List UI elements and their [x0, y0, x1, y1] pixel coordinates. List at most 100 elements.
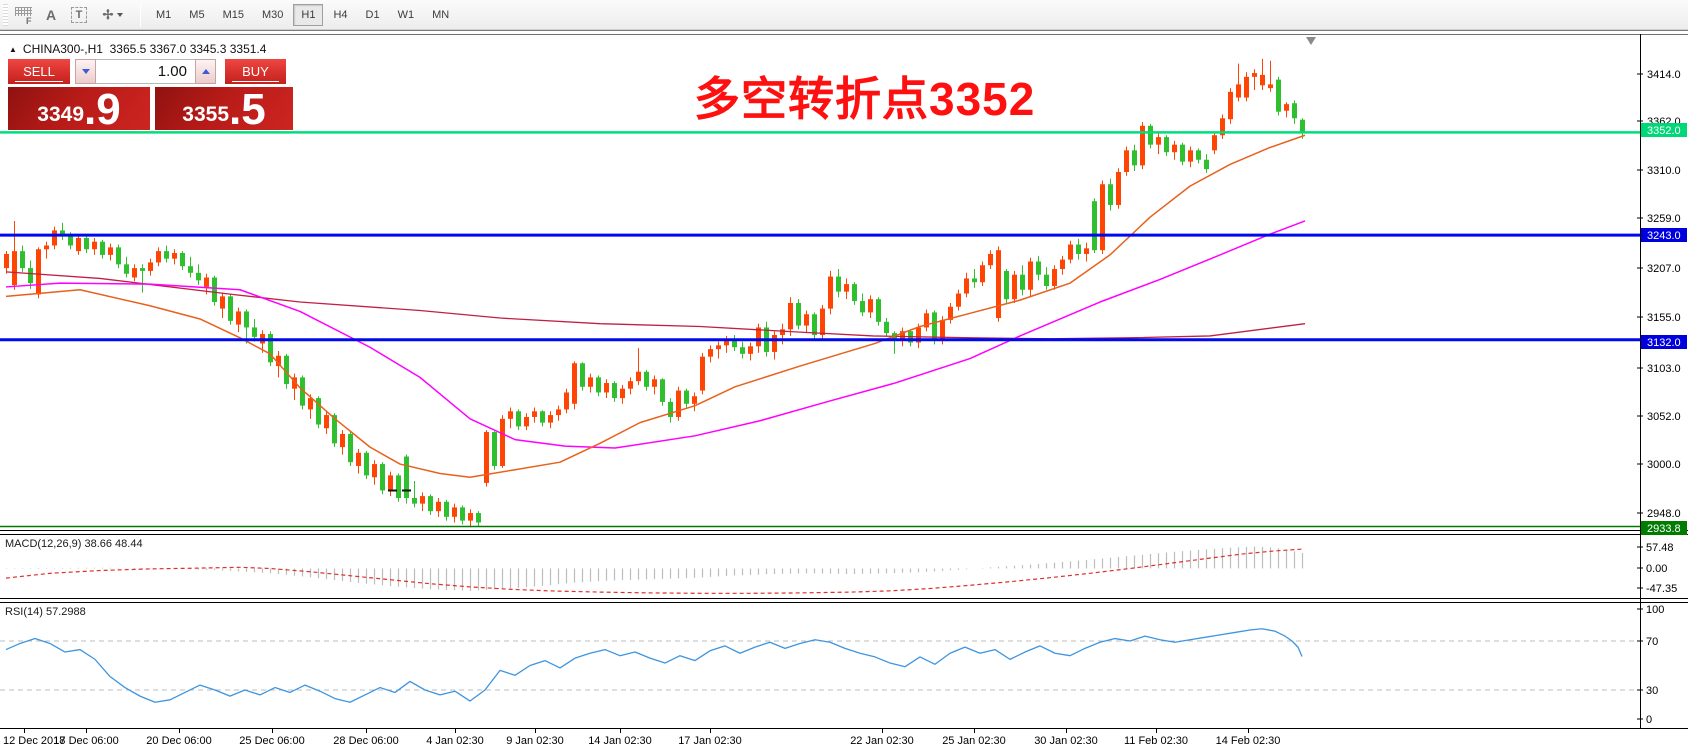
buy-price-display[interactable]: 3355 .5 [155, 87, 293, 131]
candle-body [220, 296, 225, 309]
draw-objects-button[interactable]: ✢ [94, 3, 132, 27]
volume-decrease-button[interactable] [75, 59, 96, 84]
ma-fast-line [5, 134, 1306, 479]
sell-price-decimal: .9 [84, 84, 121, 134]
candle-body [380, 464, 385, 491]
chevron-down-icon [117, 12, 124, 17]
candle-body [1068, 244, 1073, 260]
candle-body [692, 396, 697, 404]
candle-body [540, 411, 545, 423]
time-axis-label: 14 Feb 02:30 [1216, 735, 1281, 747]
candle-body [276, 355, 281, 367]
triangle-down-icon [81, 69, 90, 74]
candle-body [996, 250, 1001, 319]
tab-timeframe-H4[interactable]: H4 [333, 8, 348, 21]
candle-body [964, 278, 969, 294]
candle-body [956, 293, 961, 307]
tab-timeframe-M30[interactable]: M30 [261, 8, 284, 21]
tab-timeframe-M15[interactable]: M15 [222, 8, 244, 21]
tab-timeframe-D1[interactable]: D1 [365, 8, 380, 21]
timeframe-group: M1 M5 M15 M30 H1 H4 D1 W1 MN [147, 3, 458, 26]
candle-body [1188, 150, 1193, 162]
price-axis-label: 3103.0 [1647, 363, 1681, 375]
candle-body [1300, 119, 1305, 133]
candle-body [172, 253, 177, 259]
candle-body [484, 432, 489, 483]
volume-input[interactable] [96, 59, 195, 84]
candle-body [100, 241, 105, 255]
candle-body [628, 381, 633, 389]
candle-body [196, 272, 201, 281]
candle-body [708, 349, 713, 357]
candle-body [420, 496, 425, 504]
candle-body [660, 379, 665, 402]
tab-timeframe-W1[interactable]: W1 [397, 8, 415, 21]
candle-body [1276, 79, 1281, 112]
candle-body [1132, 150, 1137, 166]
rsi-axis-label: 70 [1646, 636, 1658, 648]
candle-body [404, 456, 409, 498]
candle-body [500, 418, 505, 466]
time-axis-label: 12 Dec 2018 [3, 735, 65, 747]
chart-annotation-text: 多空转折点3352 [694, 73, 1036, 125]
candle-body [460, 507, 465, 521]
triangle-up-icon [201, 69, 210, 74]
sell-price-display[interactable]: 3349 .9 [8, 84, 150, 134]
candle-body [148, 262, 153, 271]
ma-slow-line [5, 271, 1306, 340]
candle-body [340, 433, 345, 448]
candle-body [844, 284, 849, 292]
toolbar-grip[interactable] [3, 3, 8, 26]
candle-body [852, 284, 857, 302]
volume-increase-button[interactable] [195, 59, 216, 84]
chart-window[interactable]: 3414.0 3362.0 3310.0 3259.0 3207.0 3155.0 3103… [0, 30, 1688, 753]
candle-body [1244, 76, 1249, 98]
chart-canvas[interactable]: 3414.03362.03310.03259.03207.03155.03103… [0, 31, 1688, 753]
collapse-icon[interactable]: ▲ [9, 44, 17, 54]
candle-body [188, 266, 193, 273]
time-axis-label: 17 Dec 06:00 [53, 735, 118, 747]
candle-body [916, 327, 921, 343]
symbol-quote-text: CHINA300-,H1 3365.5 3367.0 3345.3 3351.4 [22, 42, 267, 56]
candle-body [1020, 274, 1025, 290]
price-badge-label: 3352.0 [1647, 125, 1681, 137]
templates-grid-icon[interactable]: F [10, 3, 36, 27]
time-axis-label: 20 Dec 06:00 [146, 735, 211, 747]
candle-body [820, 308, 825, 335]
candle-body [924, 313, 929, 328]
chart-shift-marker-icon[interactable] [1306, 37, 1316, 45]
candle-body [156, 251, 161, 263]
candle-body [428, 496, 433, 512]
candle-body [548, 415, 553, 423]
candle-body [1268, 84, 1273, 89]
candle-body [132, 268, 137, 278]
candle-body [140, 268, 145, 271]
price-axis-label: 3155.0 [1647, 312, 1681, 324]
text-box-button[interactable]: T [66, 3, 92, 27]
tab-timeframe-H1[interactable]: H1 [293, 3, 324, 26]
candle-body [452, 507, 457, 517]
candle-body [236, 311, 241, 325]
candle-body [4, 253, 9, 269]
time-axis-label: 25 Dec 06:00 [239, 735, 304, 747]
buy-button[interactable]: BUY [225, 59, 286, 84]
candle-body [468, 513, 473, 521]
candle-body [1148, 125, 1153, 145]
text-label-button[interactable]: A [38, 3, 64, 27]
tab-timeframe-MN[interactable]: MN [432, 8, 450, 21]
macd-axis-label: 57.48 [1646, 542, 1674, 554]
price-axis-label: 3414.0 [1647, 69, 1681, 81]
candle-body [244, 311, 249, 328]
tab-timeframe-M1[interactable]: M1 [156, 8, 172, 21]
grid-f-icon: F [14, 7, 32, 26]
candle-body [388, 475, 393, 491]
tab-timeframe-M5[interactable]: M5 [189, 8, 205, 21]
candle-body [108, 247, 113, 255]
candle-body [772, 334, 777, 352]
sell-button[interactable]: SELL [8, 59, 70, 84]
candle-body [476, 513, 481, 523]
candle-body [556, 409, 561, 416]
candle-body [796, 302, 801, 326]
candle-body [1044, 274, 1049, 286]
candle-body [572, 363, 577, 404]
